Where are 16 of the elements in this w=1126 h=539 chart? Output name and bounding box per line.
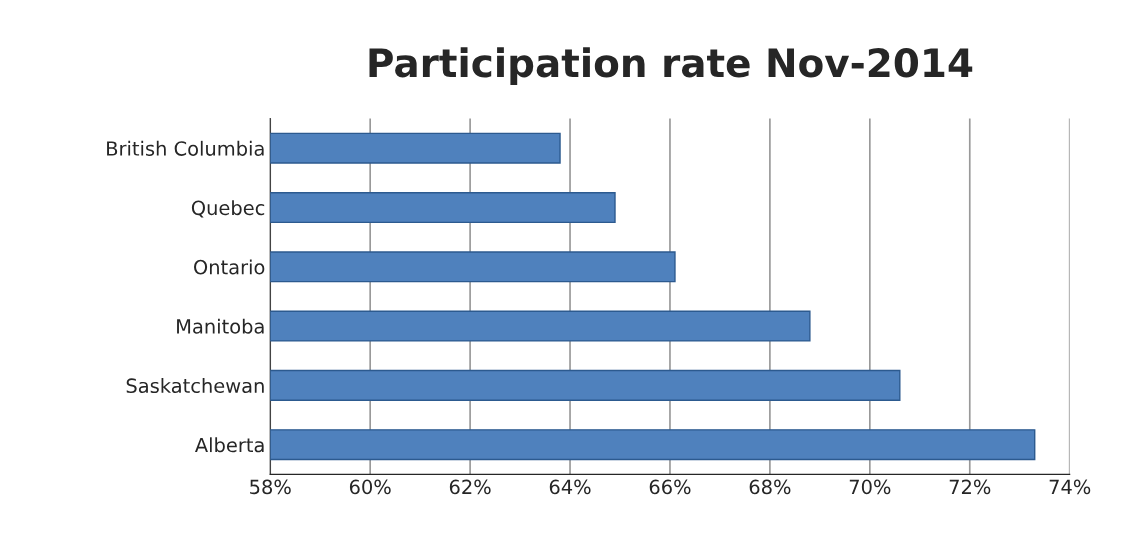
y-tick-label: Quebec (191, 200, 265, 218)
y-tick-label: Manitoba (177, 318, 264, 334)
chart-title: Participation rate Nov-2014 (369, 47, 973, 85)
x-tick-label: 66% (649, 479, 691, 495)
y-tick-label: Alberta (194, 437, 264, 453)
x-tick-label: 70% (849, 479, 891, 495)
y-tick-label: Ontario (194, 259, 265, 275)
x-tick-label: 68% (749, 479, 791, 495)
x-tick-label: 74% (1049, 479, 1091, 495)
x-tick-label: 60% (349, 479, 391, 495)
y-tick-label: British Columbia (107, 140, 264, 156)
x-tick-label: 62% (449, 479, 491, 495)
x-tick-label: 72% (949, 479, 991, 495)
x-tick-label: 64% (549, 479, 591, 495)
y-tick-label: Saskatchewan (126, 378, 264, 394)
x-tick-label: 58% (250, 479, 291, 495)
